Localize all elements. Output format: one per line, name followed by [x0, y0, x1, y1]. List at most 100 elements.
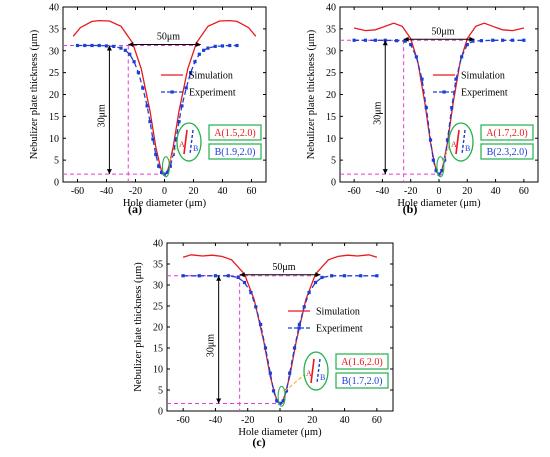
y-tick-label: 5: [331, 156, 336, 167]
x-tick-label: -40: [376, 186, 389, 197]
y-tick-label: 35: [49, 24, 59, 35]
panel-b: -60 -40 -20 0 20 40 60 0 5 10 15 20 25 30 35 40 Hole dia…: [306, 3, 539, 216]
experiment-marker: [236, 275, 240, 280]
experiment-marker: [97, 43, 101, 48]
legend-marker-experiment: [170, 90, 174, 94]
y-tick-label: 25: [49, 68, 59, 79]
experiment-marker: [123, 48, 127, 52]
experiment-marker: [313, 280, 318, 285]
experiment-marker: [302, 305, 306, 309]
experiment-marker: [254, 305, 258, 309]
point-b-label: B(1.7,2.0): [342, 376, 383, 387]
experiment-marker: [197, 274, 201, 278]
y-tick-label: 15: [49, 112, 59, 123]
experiment-marker: [394, 39, 399, 43]
y-tick-label: 40: [153, 239, 163, 250]
x-tick-label: 20: [307, 415, 317, 426]
y-tick-label: 10: [49, 134, 59, 145]
experiment-marker: [284, 389, 289, 393]
point-b-box: [208, 143, 262, 160]
legend-label-experiment: Experiment: [189, 88, 236, 99]
experiment-marker: [177, 120, 181, 124]
y-tick-label: 10: [153, 365, 163, 376]
experiment-marker: [104, 44, 109, 48]
panel-label: (c): [252, 435, 265, 449]
x-tick-label: -40: [209, 415, 222, 426]
y-tick-label: 40: [49, 3, 59, 14]
zoom-ellipse: [448, 122, 474, 162]
height-label: 30μm: [206, 334, 217, 357]
experiment-marker: [213, 274, 218, 278]
experiment-marker: [119, 46, 123, 50]
x-tick-label: 20: [462, 186, 472, 197]
zoom-simulation-line: [310, 358, 315, 384]
experiment-marker: [437, 172, 441, 176]
experiment-marker: [148, 120, 152, 124]
y-tick-label: 35: [326, 24, 336, 35]
x-tick-label: 40: [340, 415, 350, 426]
width-label: 50μm: [157, 32, 180, 43]
experiment-marker: [330, 274, 334, 278]
point-b-label: B(2.3,2.0): [487, 147, 528, 158]
panel-label: (b): [403, 202, 418, 216]
experiment-marker: [359, 274, 363, 278]
zoom-label-b: B: [465, 144, 470, 153]
zoom-link-line: [284, 374, 305, 392]
experiment-marker: [320, 275, 324, 280]
experiment-marker: [180, 104, 184, 108]
x-tick-label: -20: [241, 415, 254, 426]
point-a-label: A(1.7,2.0): [486, 128, 527, 139]
experiment-marker: [307, 290, 311, 295]
x-axis-label: Hole diameter (μm): [238, 427, 322, 438]
panel-a: -60 -40 -20 0 20 40 60 0 5 10 15 20 25 30 35 40 Hole dia…: [29, 3, 267, 216]
experiment-marker: [375, 274, 379, 278]
experiment-marker: [151, 137, 155, 141]
x-axis-label: Hole diameter (μm): [123, 198, 207, 209]
legend-label-experiment: Experiment: [316, 324, 363, 335]
y-tick-label: 5: [158, 386, 163, 397]
experiment-marker: [154, 152, 158, 157]
experiment-marker: [189, 71, 193, 75]
legend-label-simulation: Simulation: [189, 71, 233, 82]
experiment-marker: [268, 371, 272, 375]
x-tick-label: -60: [176, 415, 189, 426]
y-tick-label: 35: [153, 260, 163, 271]
zoom-label-a: A: [179, 140, 185, 149]
zoom-label-a: A: [451, 140, 457, 149]
zoom-ellipse: [176, 122, 202, 162]
y-tick-label: 0: [54, 178, 59, 189]
width-label: 50μm: [431, 26, 454, 37]
experiment-marker: [424, 106, 428, 110]
height-label: 30μm: [372, 101, 383, 124]
zoom-experiment-line: [461, 129, 466, 155]
point-b-box: [480, 143, 534, 160]
experiment-marker: [136, 71, 140, 75]
experiment-marker: [292, 346, 297, 350]
experiment-marker: [75, 43, 80, 48]
zoom-label-b: B: [193, 144, 198, 153]
experiment-marker: [510, 38, 515, 42]
series-line-experiment: [183, 275, 377, 405]
experiment-marker: [83, 43, 87, 48]
legend-marker-experiment: [442, 90, 446, 94]
y-tick-label: 15: [153, 344, 163, 355]
experiment-marker: [193, 60, 197, 64]
experiment-marker: [235, 43, 239, 48]
y-axis-label: Nebulizer plate thickness (μm): [29, 29, 40, 159]
experiment-marker: [141, 86, 145, 90]
panel-label: (a): [128, 202, 142, 216]
experiment-marker: [403, 39, 407, 43]
x-axis-label: Hole diameter (μm): [397, 198, 481, 209]
x-tick-label: 0: [278, 415, 283, 426]
legend-label-experiment: Experiment: [461, 88, 508, 99]
x-tick-label: -20: [404, 186, 417, 197]
experiment-marker: [491, 38, 495, 42]
y-axis-label: Nebulizer plate thickness (μm): [133, 262, 144, 392]
experiment-marker: [471, 39, 475, 43]
tip-highlight-ellipse: [277, 385, 286, 407]
legend-marker-experiment: [297, 326, 301, 330]
width-label: 50μm: [272, 262, 295, 273]
zoom-simulation-line: [455, 129, 460, 155]
